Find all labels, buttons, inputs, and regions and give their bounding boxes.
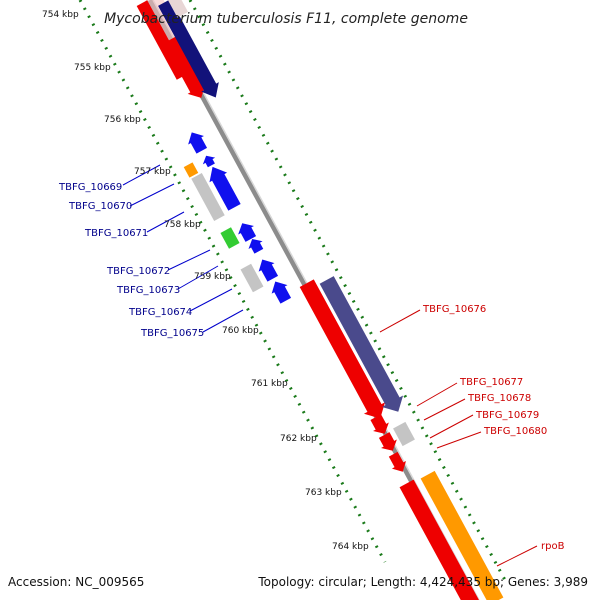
gene-label-tbfg-10676[interactable]: TBFG_10676 [422, 304, 486, 315]
gene-label-tbfg-10672[interactable]: TBFG_10672 [106, 266, 170, 277]
scale-label-758: 758 kbp [164, 220, 201, 230]
gene-label-tbfg-10670[interactable]: TBFG_10670 [68, 201, 132, 212]
scale-label-761: 761 kbp [251, 379, 288, 389]
gene-tbfg-10677[interactable] [368, 413, 393, 438]
gene-tbfg-10670[interactable] [191, 173, 225, 221]
scale-label-757: 757 kbp [134, 167, 171, 177]
gene-tbfg-10680[interactable] [386, 450, 410, 475]
gene-rpob[interactable] [420, 470, 504, 600]
gene-tbfg-10674[interactable] [240, 263, 264, 293]
gene-tbfg-10672[interactable] [220, 227, 240, 249]
scale-label-763: 763 kbp [305, 488, 342, 498]
scale-label-759: 759 kbp [194, 272, 231, 282]
gene-tbfg-10676[interactable] [296, 277, 391, 424]
scale-label-754: 754 kbp [42, 10, 79, 20]
right-scale-line [188, 0, 507, 581]
gene-tbfg-10678[interactable] [393, 421, 415, 447]
accession-text: Accession: NC_009565 [8, 575, 144, 589]
scale-label-756: 756 kbp [104, 115, 141, 125]
leader-lines [122, 164, 538, 567]
gene-label-tbfg-10674[interactable]: TBFG_10674 [128, 307, 192, 318]
scale-label-755: 755 kbp [74, 63, 111, 73]
gene-tbfg-10671[interactable] [234, 219, 258, 243]
scale-label-762: 762 kbp [280, 434, 317, 444]
gene-tbfg-10674-blue[interactable] [254, 255, 280, 283]
gene-label-tbfg-10675[interactable]: TBFG_10675 [140, 328, 204, 339]
genome-summary-text: Topology: circular; Length: 4,424,435 bp… [257, 575, 588, 589]
gene-left-blue-2[interactable] [200, 152, 218, 168]
gene-label-tbfg-10679[interactable]: TBFG_10679 [475, 410, 539, 421]
gene-label-tbfg-10680[interactable]: TBFG_10680 [483, 426, 547, 437]
gene-tbfg-10676-paired[interactable] [316, 274, 409, 417]
gene-tbfg-10673[interactable] [245, 235, 266, 255]
gene-tbfg-10675[interactable] [267, 277, 293, 305]
gene-top-pale [167, 0, 189, 18]
gene-tbfg-10679[interactable] [376, 431, 400, 455]
gene-label-tbfg-10669[interactable]: TBFG_10669 [58, 182, 122, 193]
scale-label-764: 764 kbp [332, 542, 369, 552]
gene-top-navy[interactable] [155, 0, 224, 102]
gene-label-tbfg-10673[interactable]: TBFG_10673 [116, 285, 180, 296]
gene-left-blue-1[interactable] [184, 128, 210, 155]
gene-tbfg-10670-blue[interactable] [204, 162, 244, 212]
gene-label-rpob[interactable]: rpoB [541, 541, 565, 552]
page-title: Mycobacterium tuberculosis F11, complete… [104, 11, 468, 27]
left-scale-line [78, 0, 387, 563]
scale-label-760: 760 kbp [222, 326, 259, 336]
gene-label-tbfg-10671[interactable]: TBFG_10671 [84, 228, 148, 239]
gene-label-tbfg-10677[interactable]: TBFG_10677 [459, 377, 523, 388]
gene-top-red-2[interactable] [161, 35, 210, 103]
gene-tbfg-10669[interactable] [183, 162, 199, 178]
gene-rpob-red[interactable] [399, 479, 481, 600]
gene-label-tbfg-10678[interactable]: TBFG_10678 [467, 393, 531, 404]
